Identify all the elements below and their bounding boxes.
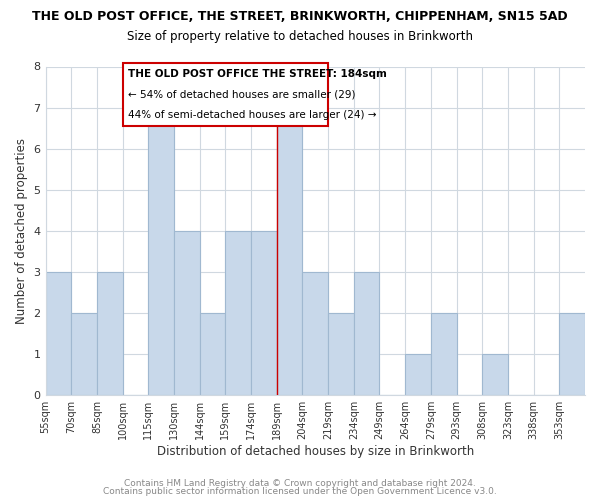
Bar	[559, 312, 585, 394]
Bar	[431, 312, 457, 394]
Bar	[328, 312, 354, 394]
Bar	[174, 230, 200, 394]
Bar	[97, 272, 122, 394]
Bar	[354, 272, 379, 394]
Bar	[277, 108, 302, 395]
Text: THE OLD POST OFFICE THE STREET: 184sqm: THE OLD POST OFFICE THE STREET: 184sqm	[128, 70, 386, 80]
Bar	[251, 230, 277, 394]
FancyBboxPatch shape	[122, 63, 328, 126]
Text: Size of property relative to detached houses in Brinkworth: Size of property relative to detached ho…	[127, 30, 473, 43]
Text: THE OLD POST OFFICE, THE STREET, BRINKWORTH, CHIPPENHAM, SN15 5AD: THE OLD POST OFFICE, THE STREET, BRINKWO…	[32, 10, 568, 23]
X-axis label: Distribution of detached houses by size in Brinkworth: Distribution of detached houses by size …	[157, 444, 474, 458]
Text: Contains HM Land Registry data © Crown copyright and database right 2024.: Contains HM Land Registry data © Crown c…	[124, 478, 476, 488]
Y-axis label: Number of detached properties: Number of detached properties	[15, 138, 28, 324]
Bar	[148, 108, 174, 395]
Bar	[46, 272, 71, 394]
Bar	[200, 312, 226, 394]
Bar	[302, 272, 328, 394]
Text: 44% of semi-detached houses are larger (24) →: 44% of semi-detached houses are larger (…	[128, 110, 376, 120]
Bar	[226, 230, 251, 394]
Bar	[405, 354, 431, 395]
Text: ← 54% of detached houses are smaller (29): ← 54% of detached houses are smaller (29…	[128, 90, 355, 100]
Bar	[71, 312, 97, 394]
Text: Contains public sector information licensed under the Open Government Licence v3: Contains public sector information licen…	[103, 487, 497, 496]
Bar	[482, 354, 508, 395]
